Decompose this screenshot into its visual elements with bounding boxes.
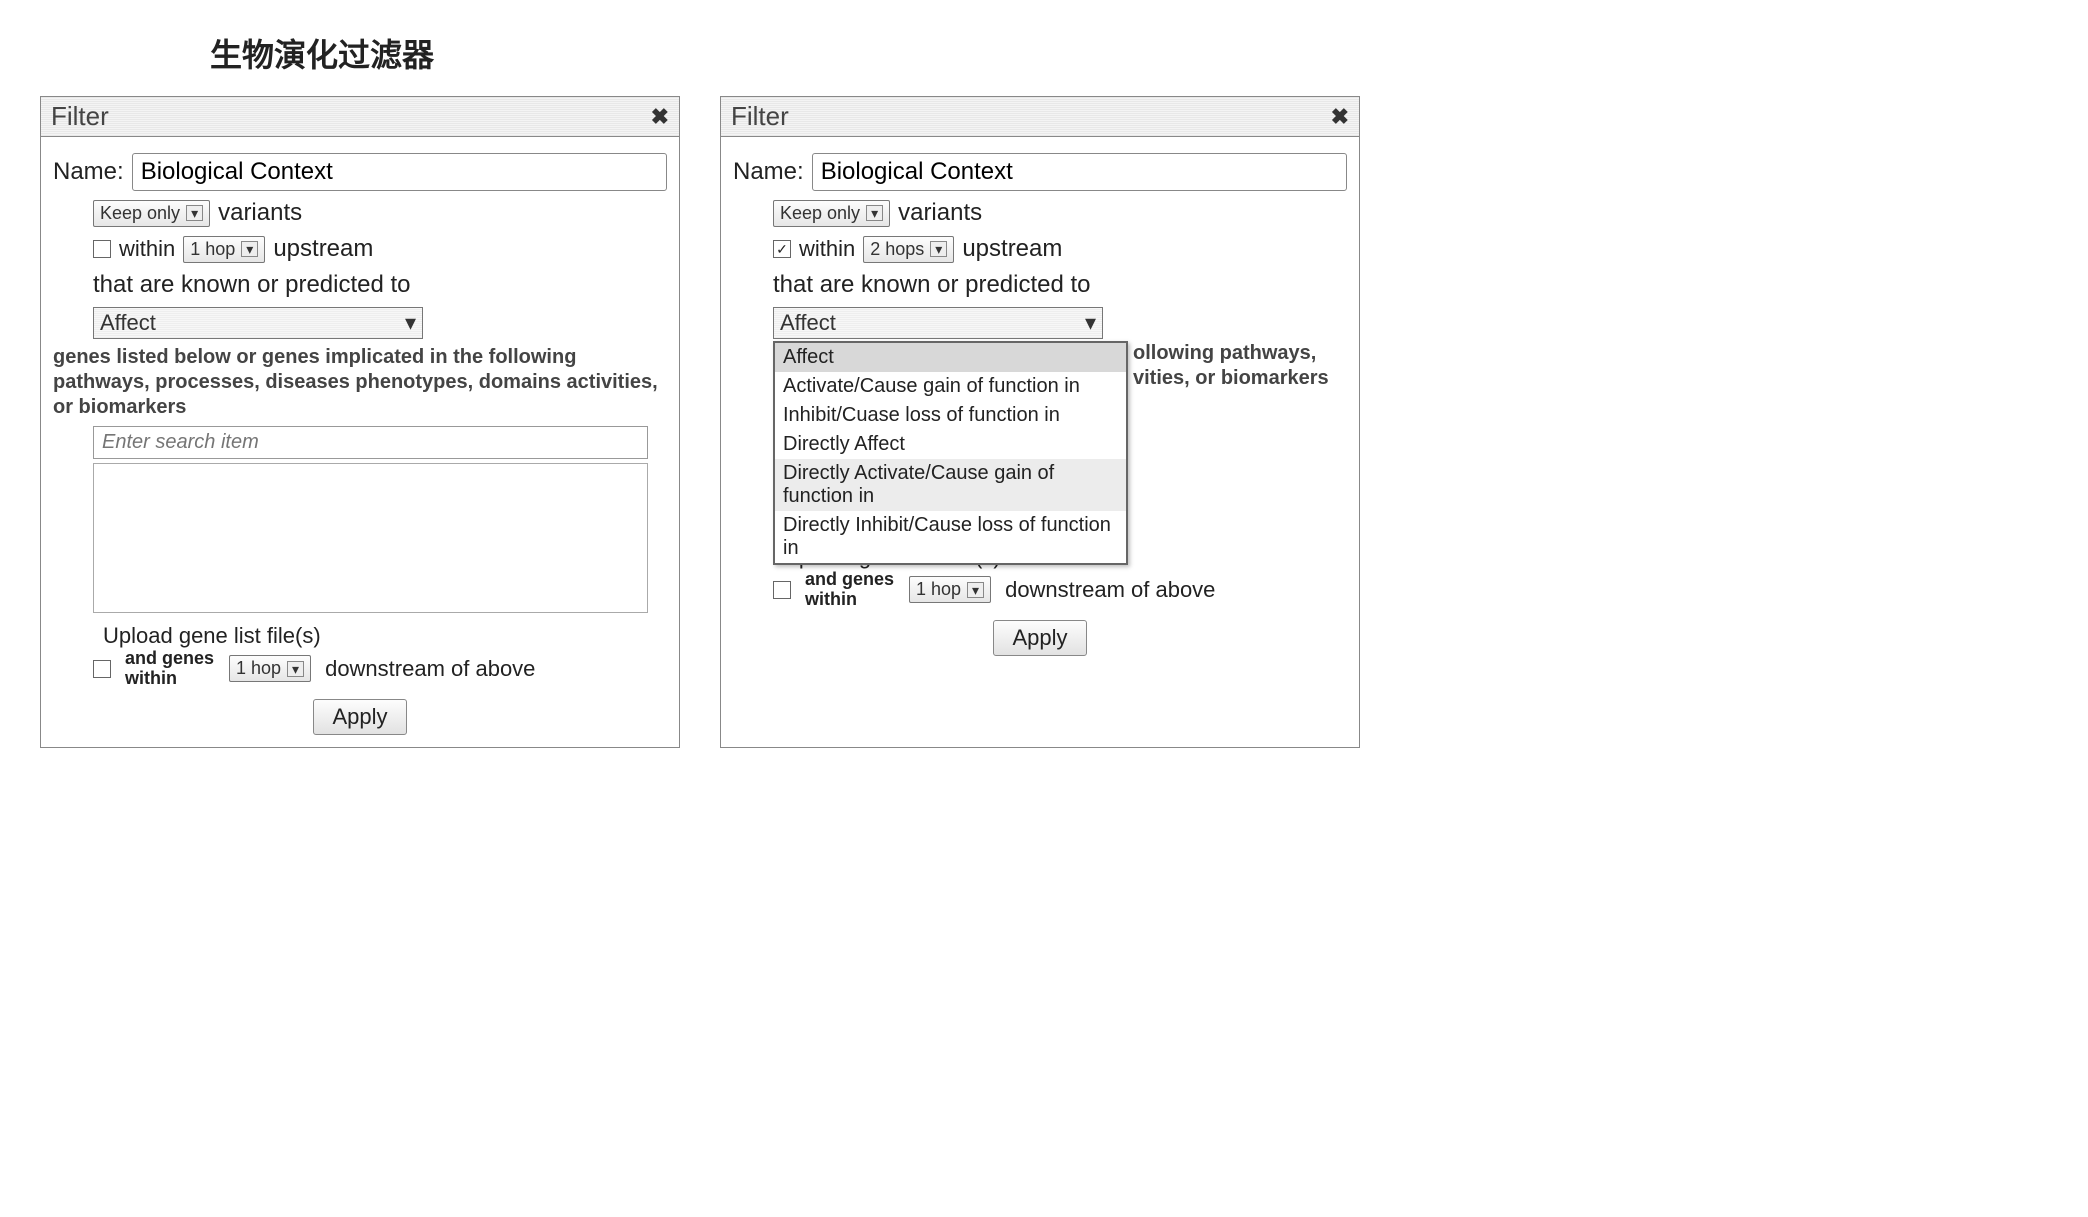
- dropdown-item[interactable]: Affect: [775, 343, 1126, 372]
- variants-label: variants: [898, 199, 982, 227]
- andgenes-checkbox[interactable]: [773, 581, 791, 599]
- description-text: genes listed below or genes implicated i…: [53, 345, 667, 420]
- chevron-down-icon: ▾: [186, 205, 203, 221]
- apply-button[interactable]: Apply: [313, 699, 406, 735]
- name-label: Name:: [53, 158, 124, 186]
- hop-value: 2 hops: [870, 239, 924, 260]
- hop-select[interactable]: 2 hops ▾: [863, 236, 954, 263]
- down-hop-value: 1 hop: [236, 658, 281, 679]
- keep-only-select[interactable]: Keep only ▾: [773, 200, 890, 227]
- filter-panel-left: Filter ✖ Name: Keep only ▾ variants with…: [40, 96, 680, 748]
- affect-select[interactable]: Affect ▾: [773, 307, 1103, 339]
- search-results-list[interactable]: [93, 463, 648, 613]
- within-label: within: [799, 236, 855, 262]
- within-label: within: [119, 236, 175, 262]
- close-icon[interactable]: ✖: [1331, 104, 1349, 130]
- downstream-label: downstream of above: [1005, 577, 1215, 603]
- page-title: 生物演化过滤器: [210, 30, 2048, 76]
- panel-header: Filter ✖: [721, 97, 1359, 137]
- chevron-down-icon: ▾: [287, 661, 304, 677]
- down-hop-value: 1 hop: [916, 579, 961, 600]
- close-icon[interactable]: ✖: [651, 104, 669, 130]
- predicted-label: that are known or predicted to: [93, 271, 411, 299]
- down-hop-select[interactable]: 1 hop ▾: [229, 655, 311, 682]
- keep-only-value: Keep only: [780, 203, 860, 224]
- affect-value: Affect: [780, 310, 836, 336]
- chevron-down-icon: ▾: [866, 205, 883, 221]
- down-hop-select[interactable]: 1 hop ▾: [909, 576, 991, 603]
- affect-select[interactable]: Affect ▾: [93, 307, 423, 339]
- chevron-down-icon: ▾: [930, 241, 947, 257]
- partial-desc-text: ollowing pathways, vities, or biomarkers: [1133, 341, 1383, 391]
- name-input[interactable]: [132, 153, 667, 191]
- upstream-label: upstream: [273, 235, 373, 263]
- search-input[interactable]: [93, 426, 648, 459]
- hop-value: 1 hop: [190, 239, 235, 260]
- panel-title: Filter: [731, 101, 789, 132]
- chevron-down-icon: ▾: [967, 582, 984, 598]
- filter-panel-right: Filter ✖ Name: Keep only ▾ variants ✓ wi…: [720, 96, 1360, 748]
- keep-only-select[interactable]: Keep only ▾: [93, 200, 210, 227]
- affect-value: Affect: [100, 310, 156, 336]
- panel-header: Filter ✖: [41, 97, 679, 137]
- name-label: Name:: [733, 158, 804, 186]
- dropdown-item[interactable]: Directly Affect: [775, 430, 1126, 459]
- keep-only-value: Keep only: [100, 203, 180, 224]
- variants-label: variants: [218, 199, 302, 227]
- chevron-down-icon: ▾: [1085, 310, 1096, 336]
- affect-dropdown-list: Affect Activate/Cause gain of function i…: [773, 341, 1128, 565]
- dropdown-item[interactable]: Directly Inhibit/Cause loss of function …: [775, 511, 1126, 563]
- andgenes-label: and genes within: [805, 570, 895, 610]
- name-input[interactable]: [812, 153, 1347, 191]
- andgenes-checkbox[interactable]: [93, 660, 111, 678]
- within-checkbox[interactable]: [93, 240, 111, 258]
- hop-select[interactable]: 1 hop ▾: [183, 236, 265, 263]
- predicted-label: that are known or predicted to: [773, 271, 1091, 299]
- upload-label: Upload gene list file(s): [103, 623, 667, 649]
- downstream-label: downstream of above: [325, 656, 535, 682]
- dropdown-item[interactable]: Directly Activate/Cause gain of function…: [775, 459, 1126, 511]
- andgenes-label: and genes within: [125, 649, 215, 689]
- upstream-label: upstream: [962, 235, 1062, 263]
- dropdown-item[interactable]: Inhibit/Cuase loss of function in: [775, 401, 1126, 430]
- dropdown-item[interactable]: Activate/Cause gain of function in: [775, 372, 1126, 401]
- panel-title: Filter: [51, 101, 109, 132]
- within-checkbox[interactable]: ✓: [773, 240, 791, 258]
- chevron-down-icon: ▾: [405, 310, 416, 336]
- chevron-down-icon: ▾: [241, 241, 258, 257]
- apply-button[interactable]: Apply: [993, 620, 1086, 656]
